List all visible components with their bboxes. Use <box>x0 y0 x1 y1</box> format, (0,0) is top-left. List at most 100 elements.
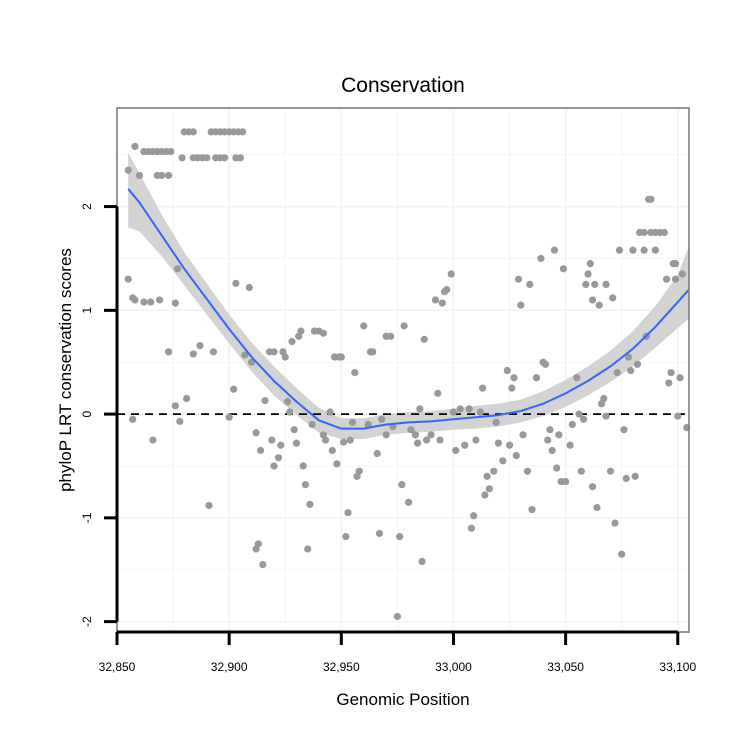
data-point <box>171 402 179 410</box>
data-point <box>470 512 478 520</box>
data-point <box>306 500 314 508</box>
y-tick-label: -2 <box>80 616 94 627</box>
data-point <box>602 280 610 288</box>
y-axis-label: phyloP LRT conservation scores <box>56 248 75 492</box>
data-point <box>339 438 348 446</box>
x-axis: 32,850 32,900 32,950 33,000 33,050 33,100 <box>99 630 696 674</box>
data-point <box>221 154 229 162</box>
data-point <box>472 436 480 444</box>
data-point <box>627 366 635 375</box>
data-point <box>548 446 556 455</box>
data-point <box>577 467 585 475</box>
data-point <box>651 246 659 254</box>
data-point <box>640 228 648 237</box>
data-point <box>382 431 390 439</box>
data-point <box>149 436 157 444</box>
data-point <box>333 460 341 468</box>
data-point <box>288 337 296 346</box>
data-point <box>579 415 588 423</box>
data-point <box>355 467 363 475</box>
data-point <box>131 296 139 304</box>
data-point <box>158 171 166 180</box>
data-point <box>182 394 191 403</box>
x-tick-label: 33,100 <box>659 660 696 674</box>
data-point <box>678 270 686 278</box>
data-point <box>173 265 182 273</box>
data-point <box>618 550 626 558</box>
confidence-band-area <box>128 152 689 440</box>
data-point <box>613 368 621 377</box>
data-point <box>375 529 384 538</box>
data-point <box>416 405 424 413</box>
data-point <box>629 246 637 254</box>
data-point <box>452 446 460 455</box>
smooth-fit-line <box>127 188 690 430</box>
data-point <box>532 374 541 382</box>
data-point <box>290 426 298 434</box>
data-point <box>671 275 680 283</box>
y-tick-label: -1 <box>80 512 94 523</box>
data-point <box>588 483 597 491</box>
data-point <box>232 279 240 287</box>
data-point <box>209 348 218 356</box>
data-point <box>586 260 594 268</box>
data-point <box>241 351 249 359</box>
data-point <box>595 301 603 309</box>
data-point <box>582 280 590 288</box>
data-point <box>304 545 312 553</box>
data-point <box>546 426 554 434</box>
x-tick-label: 33,050 <box>547 660 584 674</box>
data-point <box>378 415 386 423</box>
data-point <box>503 366 511 375</box>
data-point <box>344 509 352 517</box>
data-point <box>124 275 132 283</box>
data-point <box>588 296 597 304</box>
data-point <box>277 441 285 449</box>
data-point <box>189 350 197 358</box>
data-point <box>512 452 520 460</box>
data-point <box>283 398 292 406</box>
data-point <box>427 431 435 439</box>
data-point <box>373 449 381 458</box>
data-point <box>609 294 617 302</box>
data-point <box>671 260 680 268</box>
data-point <box>299 462 307 470</box>
data-point <box>369 348 377 356</box>
data-point <box>225 413 233 421</box>
data-point <box>517 301 525 309</box>
data-point <box>171 299 179 307</box>
data-point <box>411 431 419 439</box>
confidence-band <box>128 152 689 440</box>
data-point <box>553 464 561 472</box>
data-point <box>665 379 673 387</box>
data-point <box>247 358 256 366</box>
data-point <box>476 408 484 416</box>
y-tick-label: 1 <box>80 307 94 314</box>
data-point <box>176 417 184 425</box>
data-point <box>660 228 668 237</box>
data-point <box>528 505 536 514</box>
data-point <box>562 477 570 486</box>
data-point <box>490 467 498 475</box>
data-point <box>526 280 534 288</box>
data-point <box>479 384 487 392</box>
data-point <box>447 270 455 278</box>
data-point <box>611 519 619 527</box>
data-point <box>351 368 359 377</box>
data-point <box>544 436 552 444</box>
data-point <box>407 426 415 434</box>
data-point <box>328 446 336 455</box>
data-point <box>481 491 489 499</box>
data-point <box>261 397 269 405</box>
data-point <box>434 389 442 397</box>
grid-lines <box>116 108 689 632</box>
data-point <box>259 560 267 569</box>
data-point <box>274 454 283 462</box>
data-point <box>602 412 610 420</box>
data-point <box>505 441 514 449</box>
data-point <box>396 532 404 541</box>
data-point <box>662 275 671 283</box>
data-point <box>156 296 164 304</box>
data-point <box>514 275 523 283</box>
chart-title: Conservation <box>341 74 465 97</box>
